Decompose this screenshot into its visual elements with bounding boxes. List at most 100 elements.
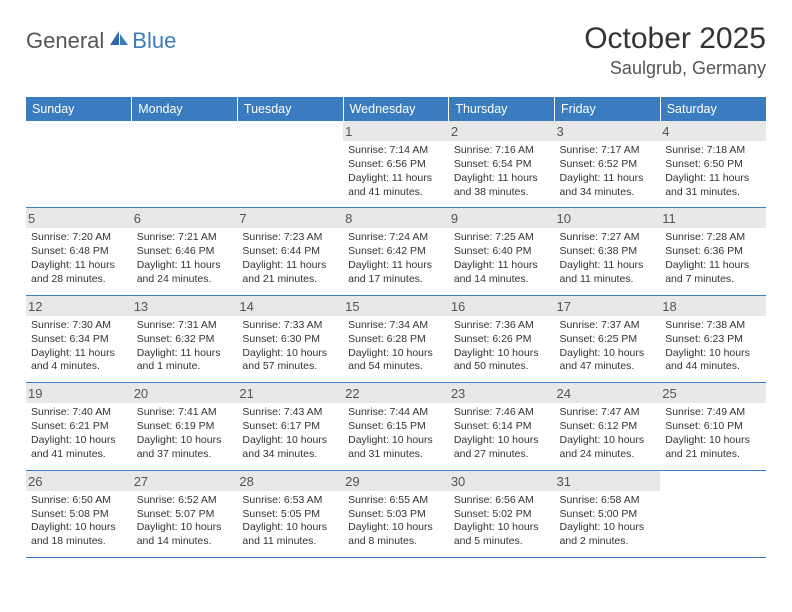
- day-detail: Sunrise: 7:41 AMSunset: 6:19 PMDaylight:…: [137, 406, 233, 461]
- calendar-cell: 1 Sunrise: 7:14 AMSunset: 6:56 PMDaylight…: [343, 121, 449, 208]
- calendar-cell: 10 Sunrise: 7:27 AMSunset: 6:38 PMDayligh…: [555, 208, 661, 295]
- calendar-week-row: 19 Sunrise: 7:40 AMSunset: 6:21 PMDayligh…: [26, 383, 766, 470]
- logo-text-blue: Blue: [132, 28, 176, 54]
- day-header: Wednesday: [343, 97, 449, 121]
- day-detail: Sunrise: 7:47 AMSunset: 6:12 PMDaylight:…: [560, 406, 656, 461]
- calendar-head: SundayMondayTuesdayWednesdayThursdayFrid…: [26, 97, 766, 121]
- calendar-cell: 22 Sunrise: 7:44 AMSunset: 6:15 PMDayligh…: [343, 383, 449, 470]
- calendar-cell: 28Sunrise: 6:53 AMSunset: 5:05 PMDayligh…: [237, 470, 343, 557]
- calendar-cell: 14 Sunrise: 7:33 AMSunset: 6:30 PMDayligh…: [237, 295, 343, 382]
- day-detail: Sunrise: 7:25 AMSunset: 6:40 PMDaylight:…: [454, 231, 550, 286]
- day-number: 16: [449, 296, 555, 316]
- day-detail: Sunrise: 7:36 AMSunset: 6:26 PMDaylight:…: [454, 319, 550, 374]
- day-number: 5: [26, 208, 132, 228]
- day-number: 28: [237, 471, 343, 491]
- calendar-cell: 29 Sunrise: 6:55 AMSunset: 5:03 PMDayligh…: [343, 470, 449, 557]
- calendar-table: SundayMondayTuesdayWednesdayThursdayFrid…: [26, 97, 766, 558]
- calendar-cell: 21 Sunrise: 7:43 AMSunset: 6:17 PMDayligh…: [237, 383, 343, 470]
- calendar-cell: 6 Sunrise: 7:21 AMSunset: 6:46 PMDaylight…: [132, 208, 238, 295]
- calendar-week-row: 1 Sunrise: 7:14 AMSunset: 6:56 PMDaylight…: [26, 121, 766, 208]
- day-number: 11: [660, 208, 766, 228]
- day-number: 15: [343, 296, 449, 316]
- calendar-cell: 25 Sunrise: 7:49 AMSunset: 6:10 PMDayligh…: [660, 383, 766, 470]
- title-block: October 2025 Saulgrub, Germany: [584, 22, 766, 79]
- day-detail: Sunrise: 6:58 AMSunset: 5:00 PMDaylight:…: [560, 494, 656, 549]
- day-header: Sunday: [26, 97, 132, 121]
- logo: General Blue: [26, 22, 176, 54]
- day-header: Saturday: [660, 97, 766, 121]
- day-number: 14: [237, 296, 343, 316]
- day-number: 8: [343, 208, 449, 228]
- calendar-cell: 26Sunrise: 6:50 AMSunset: 5:08 PMDayligh…: [26, 470, 132, 557]
- day-header: Monday: [132, 97, 238, 121]
- day-detail: Sunrise: 7:40 AMSunset: 6:21 PMDaylight:…: [31, 406, 127, 461]
- day-detail: Sunrise: 7:33 AMSunset: 6:30 PMDaylight:…: [242, 319, 338, 374]
- day-detail: Sunrise: 6:56 AMSunset: 5:02 PMDaylight:…: [454, 494, 550, 549]
- calendar-cell: 16 Sunrise: 7:36 AMSunset: 6:26 PMDayligh…: [449, 295, 555, 382]
- calendar-cell: 4Sunrise: 7:18 AMSunset: 6:50 PMDaylight…: [660, 121, 766, 208]
- day-detail: Sunrise: 7:49 AMSunset: 6:10 PMDaylight:…: [665, 406, 761, 461]
- day-detail: Sunrise: 7:14 AMSunset: 6:56 PMDaylight:…: [348, 144, 444, 199]
- calendar-cell: 18Sunrise: 7:38 AMSunset: 6:23 PMDayligh…: [660, 295, 766, 382]
- day-number: 20: [132, 383, 238, 403]
- calendar-cell: 8 Sunrise: 7:24 AMSunset: 6:42 PMDaylight…: [343, 208, 449, 295]
- day-header-row: SundayMondayTuesdayWednesdayThursdayFrid…: [26, 97, 766, 121]
- calendar-cell: 3Sunrise: 7:17 AMSunset: 6:52 PMDaylight…: [555, 121, 661, 208]
- calendar-cell: 23Sunrise: 7:46 AMSunset: 6:14 PMDayligh…: [449, 383, 555, 470]
- day-detail: Sunrise: 6:55 AMSunset: 5:03 PMDaylight:…: [348, 494, 444, 549]
- day-detail: Sunrise: 7:31 AMSunset: 6:32 PMDaylight:…: [137, 319, 233, 374]
- calendar-week-row: 12Sunrise: 7:30 AMSunset: 6:34 PMDayligh…: [26, 295, 766, 382]
- day-number: 29: [343, 471, 449, 491]
- day-detail: Sunrise: 7:44 AMSunset: 6:15 PMDaylight:…: [348, 406, 444, 461]
- day-detail: Sunrise: 7:37 AMSunset: 6:25 PMDaylight:…: [560, 319, 656, 374]
- day-number: 6: [132, 208, 238, 228]
- calendar-cell: 20 Sunrise: 7:41 AMSunset: 6:19 PMDayligh…: [132, 383, 238, 470]
- calendar-cell: [660, 470, 766, 557]
- calendar-cell: 12Sunrise: 7:30 AMSunset: 6:34 PMDayligh…: [26, 295, 132, 382]
- day-detail: Sunrise: 7:28 AMSunset: 6:36 PMDaylight:…: [665, 231, 761, 286]
- day-number: 22: [343, 383, 449, 403]
- day-detail: Sunrise: 7:18 AMSunset: 6:50 PMDaylight:…: [665, 144, 761, 199]
- logo-text-general: General: [26, 28, 104, 54]
- day-number: 31: [555, 471, 661, 491]
- day-number: 1: [343, 121, 449, 141]
- day-number: 24: [555, 383, 661, 403]
- calendar-cell: 11 Sunrise: 7:28 AMSunset: 6:36 PMDayligh…: [660, 208, 766, 295]
- calendar-body: 1 Sunrise: 7:14 AMSunset: 6:56 PMDaylight…: [26, 121, 766, 558]
- day-detail: Sunrise: 7:34 AMSunset: 6:28 PMDaylight:…: [348, 319, 444, 374]
- calendar-cell: 7Sunrise: 7:23 AMSunset: 6:44 PMDaylight…: [237, 208, 343, 295]
- calendar-cell: 27 Sunrise: 6:52 AMSunset: 5:07 PMDayligh…: [132, 470, 238, 557]
- day-number: 17: [555, 296, 661, 316]
- calendar-cell: 15 Sunrise: 7:34 AMSunset: 6:28 PMDayligh…: [343, 295, 449, 382]
- day-detail: Sunrise: 7:27 AMSunset: 6:38 PMDaylight:…: [560, 231, 656, 286]
- day-number: 12: [26, 296, 132, 316]
- day-detail: Sunrise: 7:20 AMSunset: 6:48 PMDaylight:…: [31, 231, 127, 286]
- day-detail: Sunrise: 7:46 AMSunset: 6:14 PMDaylight:…: [454, 406, 550, 461]
- page-title: October 2025: [584, 22, 766, 56]
- day-detail: Sunrise: 6:52 AMSunset: 5:07 PMDaylight:…: [137, 494, 233, 549]
- calendar-cell: 9 Sunrise: 7:25 AMSunset: 6:40 PMDaylight…: [449, 208, 555, 295]
- calendar-cell: [26, 121, 132, 208]
- calendar-cell: [237, 121, 343, 208]
- day-number: 19: [26, 383, 132, 403]
- day-number: 25: [660, 383, 766, 403]
- calendar-cell: 24 Sunrise: 7:47 AMSunset: 6:12 PMDayligh…: [555, 383, 661, 470]
- calendar-week-row: 5 Sunrise: 7:20 AMSunset: 6:48 PMDaylight…: [26, 208, 766, 295]
- day-number: 27: [132, 471, 238, 491]
- calendar-cell: 30Sunrise: 6:56 AMSunset: 5:02 PMDayligh…: [449, 470, 555, 557]
- day-detail: Sunrise: 7:24 AMSunset: 6:42 PMDaylight:…: [348, 231, 444, 286]
- day-number: 10: [555, 208, 661, 228]
- day-number: 9: [449, 208, 555, 228]
- calendar-cell: 17 Sunrise: 7:37 AMSunset: 6:25 PMDayligh…: [555, 295, 661, 382]
- day-number: 7: [237, 208, 343, 228]
- calendar-cell: 19 Sunrise: 7:40 AMSunset: 6:21 PMDayligh…: [26, 383, 132, 470]
- calendar-cell: 13Sunrise: 7:31 AMSunset: 6:32 PMDayligh…: [132, 295, 238, 382]
- day-detail: Sunrise: 7:21 AMSunset: 6:46 PMDaylight:…: [137, 231, 233, 286]
- day-detail: Sunrise: 7:43 AMSunset: 6:17 PMDaylight:…: [242, 406, 338, 461]
- day-number: 21: [237, 383, 343, 403]
- day-number: 26: [26, 471, 132, 491]
- day-number: 3: [555, 121, 661, 141]
- day-header: Thursday: [449, 97, 555, 121]
- calendar-cell: 31 Sunrise: 6:58 AMSunset: 5:00 PMDayligh…: [555, 470, 661, 557]
- day-detail: Sunrise: 7:38 AMSunset: 6:23 PMDaylight:…: [665, 319, 761, 374]
